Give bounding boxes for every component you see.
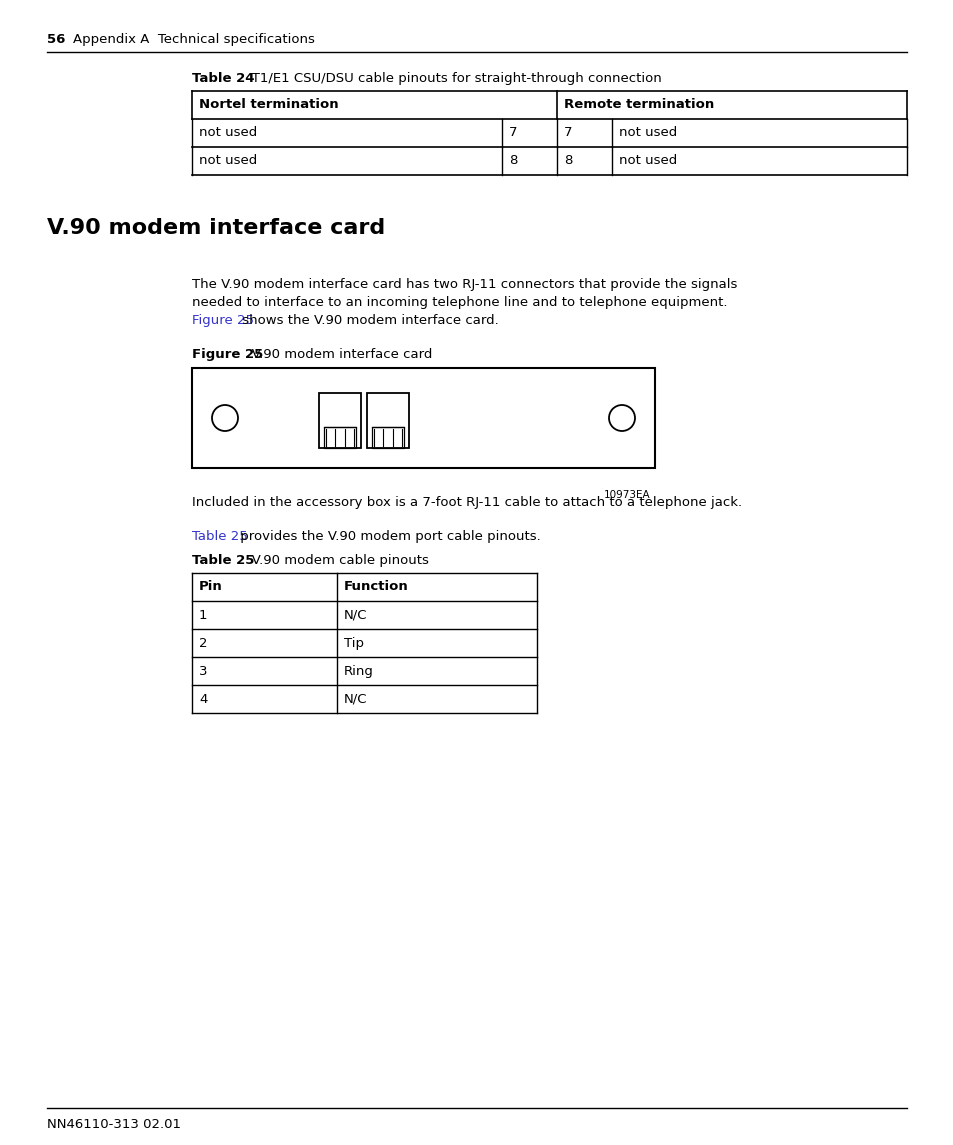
Text: 8: 8 <box>509 153 517 167</box>
Text: Figure 25: Figure 25 <box>192 314 253 327</box>
Text: 10973EA: 10973EA <box>602 490 649 500</box>
Text: shows the V.90 modem interface card.: shows the V.90 modem interface card. <box>237 314 498 327</box>
Text: The V.90 modem interface card has two RJ-11 connectors that provide the signals: The V.90 modem interface card has two RJ… <box>192 278 737 291</box>
Text: Included in the accessory box is a 7-foot RJ-11 cable to attach to a telephone j: Included in the accessory box is a 7-foo… <box>192 496 741 510</box>
Text: Tip: Tip <box>344 637 364 650</box>
Text: V.90 modem interface card: V.90 modem interface card <box>239 348 432 361</box>
Text: 2: 2 <box>199 637 208 650</box>
Text: not used: not used <box>618 126 677 139</box>
Text: Appendix A  Technical specifications: Appendix A Technical specifications <box>73 33 314 46</box>
Bar <box>318 393 360 448</box>
Text: Function: Function <box>344 581 408 593</box>
Bar <box>372 427 403 448</box>
Text: Pin: Pin <box>199 581 222 593</box>
Text: 8: 8 <box>563 153 572 167</box>
Text: V.90 modem cable pinouts: V.90 modem cable pinouts <box>239 554 429 567</box>
Text: not used: not used <box>618 153 677 167</box>
Text: T1/E1 CSU/DSU cable pinouts for straight-through connection: T1/E1 CSU/DSU cable pinouts for straight… <box>239 72 661 85</box>
Text: V.90 modem interface card: V.90 modem interface card <box>47 218 385 238</box>
Text: Table 25: Table 25 <box>192 530 248 543</box>
Text: Table 25: Table 25 <box>192 554 254 567</box>
Text: N/C: N/C <box>344 609 367 622</box>
Text: 3: 3 <box>199 665 208 678</box>
Text: 4: 4 <box>199 693 207 706</box>
Text: not used: not used <box>199 126 257 139</box>
Text: 1: 1 <box>199 609 208 622</box>
Text: 7: 7 <box>563 126 572 139</box>
Text: Nortel termination: Nortel termination <box>199 98 338 111</box>
Text: needed to interface to an incoming telephone line and to telephone equipment.: needed to interface to an incoming telep… <box>192 297 727 309</box>
Bar <box>324 427 355 448</box>
Text: provides the V.90 modem port cable pinouts.: provides the V.90 modem port cable pinou… <box>235 530 540 543</box>
Text: NN46110-313 02.01: NN46110-313 02.01 <box>47 1118 181 1131</box>
Bar <box>367 393 409 448</box>
Text: Table 24: Table 24 <box>192 72 254 85</box>
Text: Figure 25: Figure 25 <box>192 348 263 361</box>
Text: Ring: Ring <box>344 665 374 678</box>
Bar <box>192 368 655 468</box>
Text: 7: 7 <box>509 126 517 139</box>
Text: N/C: N/C <box>344 693 367 706</box>
Text: 56: 56 <box>47 33 66 46</box>
Text: Remote termination: Remote termination <box>563 98 714 111</box>
Text: not used: not used <box>199 153 257 167</box>
